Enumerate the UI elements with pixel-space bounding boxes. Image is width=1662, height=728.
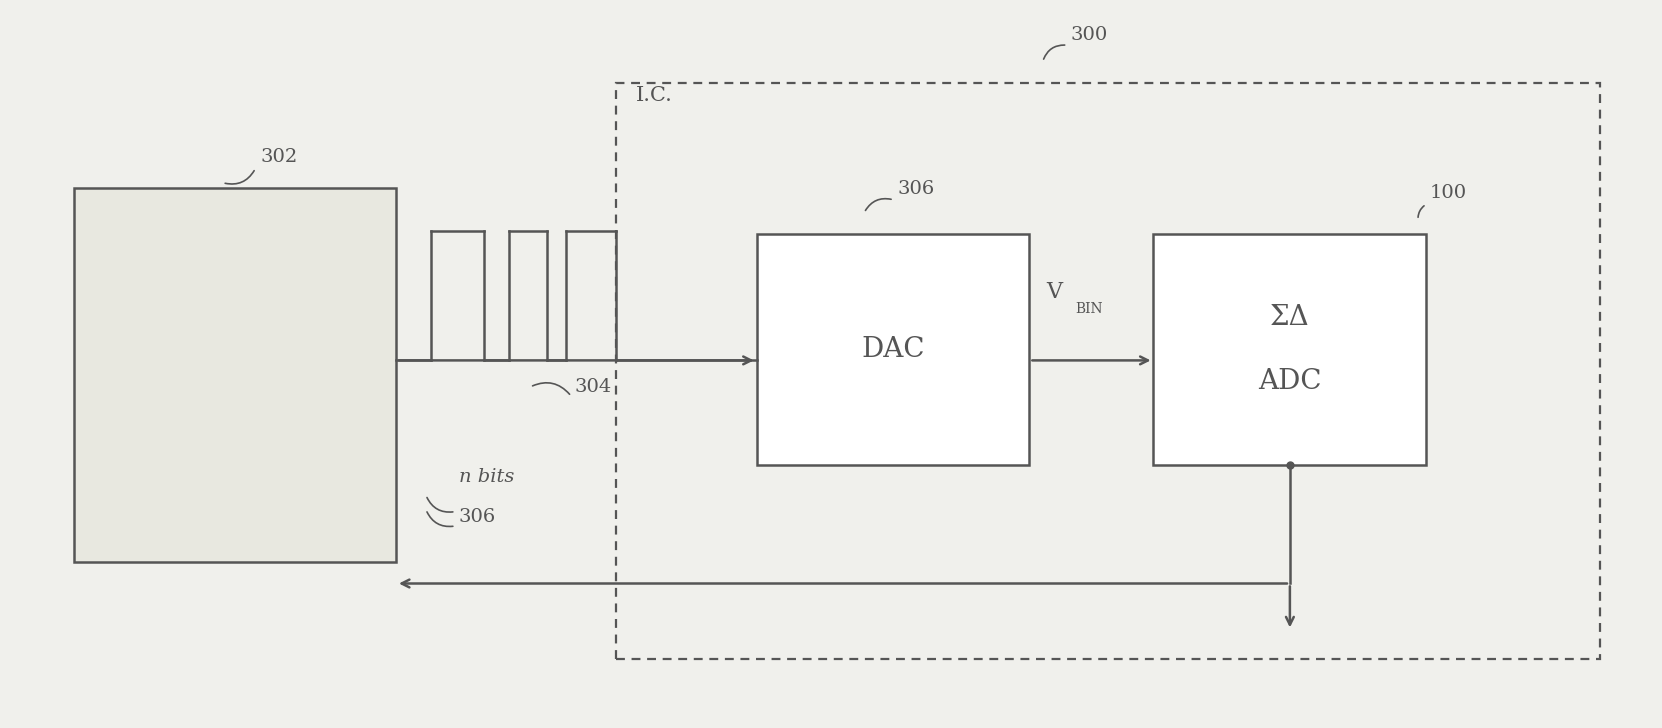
Text: DAC: DAC	[861, 336, 924, 363]
Text: ADC: ADC	[1258, 368, 1321, 395]
Text: I.C.: I.C.	[637, 86, 673, 105]
Bar	[1153, 234, 1426, 464]
Bar	[756, 234, 1029, 464]
Text: BIN: BIN	[1075, 302, 1104, 316]
Bar	[73, 188, 396, 562]
Text: n bits: n bits	[459, 468, 514, 486]
Text: 300: 300	[1070, 25, 1109, 44]
Text: 100: 100	[1429, 184, 1468, 202]
Text: 306: 306	[897, 181, 934, 199]
Bar	[617, 83, 1601, 659]
Text: ΣΔ: ΣΔ	[1270, 304, 1310, 331]
Text: 306: 306	[459, 508, 497, 526]
Text: 304: 304	[575, 379, 612, 396]
Text: 302: 302	[261, 148, 297, 166]
Text: V: V	[1045, 281, 1062, 303]
